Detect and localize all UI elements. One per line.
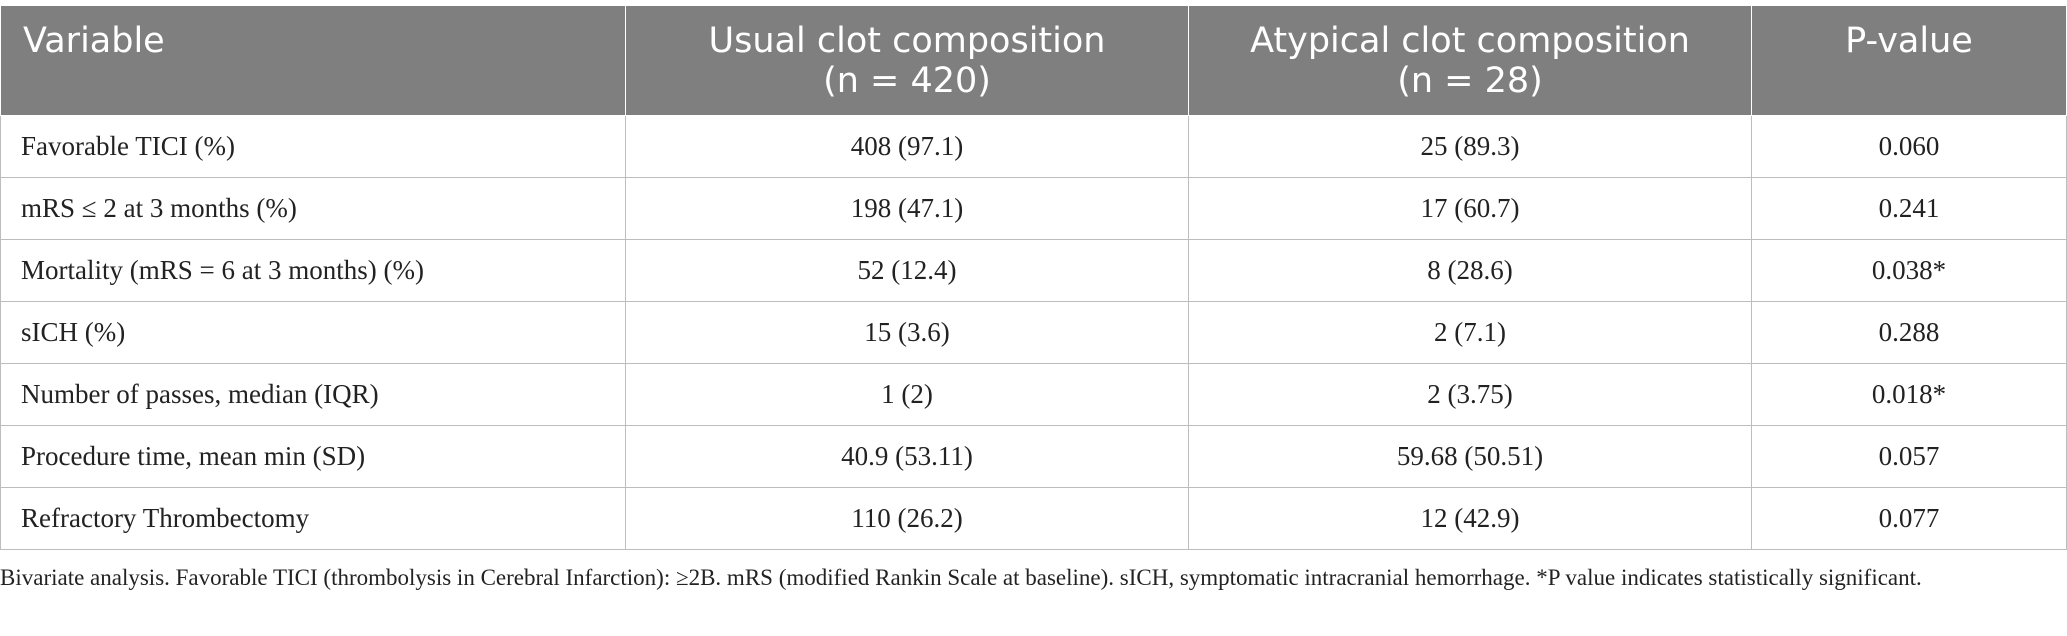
- table-row: Favorable TICI (%) 408 (97.1) 25 (89.3) …: [0, 115, 2067, 178]
- cell-atypical: 25 (89.3): [1188, 115, 1752, 178]
- cell-variable: Procedure time, mean min (SD): [0, 425, 626, 488]
- cell-variable: Refractory Thrombectomy: [0, 487, 626, 550]
- header-atypical-clot-n: (n = 28): [1397, 61, 1543, 101]
- cell-usual: 408 (97.1): [625, 115, 1189, 178]
- table-row: Procedure time, mean min (SD) 40.9 (53.1…: [0, 425, 2067, 488]
- header-variable-label: Variable: [23, 21, 165, 61]
- cell-usual: 110 (26.2): [625, 487, 1189, 550]
- table-row: Refractory Thrombectomy 110 (26.2) 12 (4…: [0, 487, 2067, 550]
- cell-usual: 1 (2): [625, 363, 1189, 426]
- cell-p-value: 0.077: [1751, 487, 2067, 550]
- table-header: Variable Usual clot composition (n = 420…: [0, 5, 2067, 116]
- cell-usual: 15 (3.6): [625, 301, 1189, 364]
- header-atypical-clot: Atypical clot composition (n = 28): [1188, 5, 1752, 116]
- header-atypical-clot-label: Atypical clot composition: [1250, 21, 1690, 61]
- cell-variable: Number of passes, median (IQR): [0, 363, 626, 426]
- table-row: sICH (%) 15 (3.6) 2 (7.1) 0.288: [0, 301, 2067, 364]
- cell-p-value: 0.241: [1751, 177, 2067, 240]
- header-usual-clot-n: (n = 420): [823, 61, 991, 101]
- cell-usual: 40.9 (53.11): [625, 425, 1189, 488]
- header-row: Variable Usual clot composition (n = 420…: [0, 5, 2067, 116]
- header-usual-clot: Usual clot composition (n = 420): [625, 5, 1189, 116]
- table-row: Number of passes, median (IQR) 1 (2) 2 (…: [0, 363, 2067, 426]
- cell-variable: mRS ≤ 2 at 3 months (%): [0, 177, 626, 240]
- table-row: Mortality (mRS = 6 at 3 months) (%) 52 (…: [0, 239, 2067, 302]
- table-footnote: Bivariate analysis. Favorable TICI (thro…: [0, 565, 1922, 590]
- cell-p-value: 0.057: [1751, 425, 2067, 488]
- cell-variable: Favorable TICI (%): [0, 115, 626, 178]
- table-row: mRS ≤ 2 at 3 months (%) 198 (47.1) 17 (6…: [0, 177, 2067, 240]
- cell-p-value: 0.288: [1751, 301, 2067, 364]
- header-variable: Variable: [0, 5, 626, 116]
- cell-atypical: 59.68 (50.51): [1188, 425, 1752, 488]
- cell-atypical: 12 (42.9): [1188, 487, 1752, 550]
- cell-atypical: 2 (7.1): [1188, 301, 1752, 364]
- table-body: Favorable TICI (%) 408 (97.1) 25 (89.3) …: [0, 115, 2067, 550]
- cell-variable: Mortality (mRS = 6 at 3 months) (%): [0, 239, 626, 302]
- cell-p-value: 0.060: [1751, 115, 2067, 178]
- cell-atypical: 8 (28.6): [1188, 239, 1752, 302]
- cell-atypical: 2 (3.75): [1188, 363, 1752, 426]
- results-table: Variable Usual clot composition (n = 420…: [0, 5, 2067, 550]
- cell-usual: 198 (47.1): [625, 177, 1189, 240]
- header-p-value: P-value: [1751, 5, 2067, 116]
- cell-p-value: 0.038*: [1751, 239, 2067, 302]
- cell-variable: sICH (%): [0, 301, 626, 364]
- cell-p-value: 0.018*: [1751, 363, 2067, 426]
- header-usual-clot-label: Usual clot composition: [708, 21, 1106, 61]
- cell-atypical: 17 (60.7): [1188, 177, 1752, 240]
- header-p-value-label: P-value: [1845, 21, 1973, 61]
- cell-usual: 52 (12.4): [625, 239, 1189, 302]
